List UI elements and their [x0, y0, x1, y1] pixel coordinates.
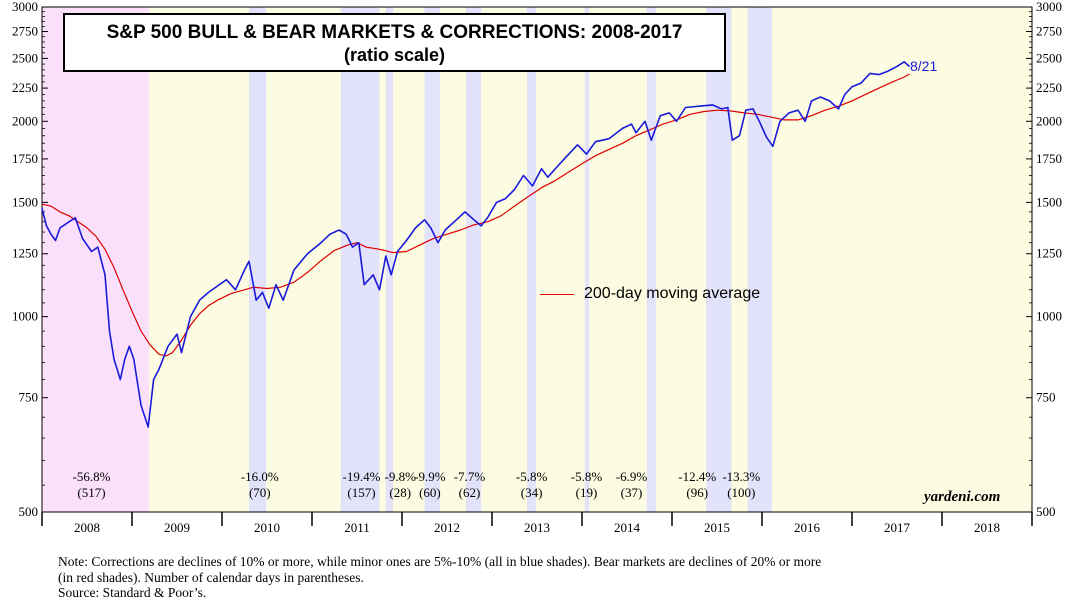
- x-tick-label: 2009: [164, 520, 190, 535]
- decline-annotations: -56.8%(517) -16.0%(70) -19.4%(157) -9.8%(28…: [73, 469, 761, 500]
- decline-pct-label: -5.8%: [571, 469, 603, 484]
- chart-background: [42, 7, 1032, 512]
- correction-shade: [465, 7, 482, 512]
- y-tick-label-left: 2000: [12, 113, 38, 128]
- decline-pct-label: -9.9%: [414, 469, 446, 484]
- x-tick-label: 2014: [614, 520, 641, 535]
- note-line-3: Source: Standard & Poor’s.: [58, 585, 207, 600]
- y-tick-label-left: 1250: [12, 246, 38, 261]
- plot-area: [42, 7, 1032, 512]
- y-tick-label-right: 1750: [1036, 151, 1062, 166]
- y-tick-label-left: 2500: [12, 50, 38, 65]
- decline-days-label: (157): [347, 485, 375, 500]
- decline-pct-label: -7.7%: [454, 469, 486, 484]
- bear-market-shade: [42, 7, 150, 512]
- chart-axes: 500 500 750 750 1000 1000 1250 1250 1500 1500 1750…: [12, 0, 1062, 535]
- correction-shade: [584, 7, 590, 512]
- x-tick-label: 2011: [344, 520, 370, 535]
- y-tick-label-left: 1500: [12, 194, 38, 209]
- decline-pct-label: -9.8%: [384, 469, 416, 484]
- legend-swatch-ma: [540, 293, 574, 295]
- chart-subtitle: (ratio scale): [343, 45, 446, 65]
- y-tick-label-right: 750: [1036, 390, 1056, 405]
- y-tick-label-right: 1250: [1036, 246, 1062, 261]
- note-line-2: (in red shades). Number of calendar days…: [58, 569, 364, 585]
- decline-days-label: (96): [686, 485, 708, 500]
- correction-shade: [249, 7, 267, 512]
- y-tick-label-left: 1750: [12, 151, 38, 166]
- x-tick-label: 2015: [704, 520, 730, 535]
- chart-note: Note: Corrections are declines of 10% or…: [58, 554, 1058, 601]
- x-tick-label: 2010: [254, 520, 280, 535]
- y-tick-label-right: 3000: [1036, 0, 1062, 14]
- decline-days-label: (37): [621, 485, 643, 500]
- y-tick-label-right: 2750: [1036, 24, 1062, 39]
- decline-days-label: (100): [727, 485, 755, 500]
- decline-pct-label: -16.0%: [241, 469, 279, 484]
- decline-pct-label: -6.9%: [616, 469, 648, 484]
- legend-label-ma: 200-day moving average: [584, 285, 761, 302]
- chart-title-box: S&P 500 BULL & BEAR MARKETS & CORRECTION…: [63, 13, 726, 72]
- correction-shade: [424, 7, 440, 512]
- y-tick-label-right: 1000: [1036, 309, 1062, 324]
- decline-pct-label: -19.4%: [343, 469, 381, 484]
- x-tick-label: 2008: [74, 520, 100, 535]
- chart-title: S&P 500 BULL & BEAR MARKETS & CORRECTION…: [106, 22, 683, 43]
- sp500-price-line: [41, 61, 911, 428]
- decline-pct-label: -13.3%: [722, 469, 760, 484]
- y-tick-label-right: 2250: [1036, 80, 1062, 95]
- x-tick-label: 2018: [974, 520, 1000, 535]
- y-tick-label-left: 500: [19, 504, 39, 519]
- decline-days-label: (19): [576, 485, 598, 500]
- shaded-periods: [42, 7, 772, 512]
- end-date-label: 8/21: [910, 58, 938, 74]
- correction-shade: [385, 7, 393, 512]
- correction-shade: [646, 7, 656, 512]
- y-tick-label-right: 2000: [1036, 113, 1062, 128]
- x-tick-label: 2017: [884, 520, 911, 535]
- x-tick-label: 2013: [524, 520, 550, 535]
- chart-lines: [41, 61, 911, 428]
- y-tick-label-left: 750: [19, 390, 39, 405]
- decline-pct-label: -12.4%: [678, 469, 716, 484]
- y-tick-label-right: 2500: [1036, 50, 1062, 65]
- decline-days-label: (34): [521, 485, 543, 500]
- correction-shade: [747, 7, 772, 512]
- decline-days-label: (60): [419, 485, 441, 500]
- decline-days-label: (517): [77, 485, 105, 500]
- correction-shade: [706, 7, 732, 512]
- y-tick-label-right: 1500: [1036, 194, 1062, 209]
- y-tick-label-left: 2250: [12, 80, 38, 95]
- x-tick-label: 2012: [434, 520, 460, 535]
- decline-days-label: (28): [389, 485, 411, 500]
- correction-shade: [527, 7, 537, 512]
- y-tick-label-right: 500: [1036, 504, 1056, 519]
- y-tick-label-left: 3000: [12, 0, 38, 14]
- correction-shade: [340, 7, 380, 512]
- decline-days-label: (70): [249, 485, 271, 500]
- note-line-1: Note: Corrections are declines of 10% or…: [58, 554, 822, 569]
- legend: 200-day moving average: [540, 285, 760, 303]
- y-tick-label-left: 2750: [12, 24, 38, 39]
- decline-pct-label: -5.8%: [516, 469, 548, 484]
- plot-frame: [41, 6, 1033, 513]
- decline-days-label: (62): [459, 485, 481, 500]
- x-tick-label: 2016: [794, 520, 821, 535]
- decline-pct-label: -56.8%: [73, 469, 111, 484]
- brand-watermark: yardeni.com: [924, 489, 1001, 505]
- y-tick-label-left: 1000: [12, 309, 38, 324]
